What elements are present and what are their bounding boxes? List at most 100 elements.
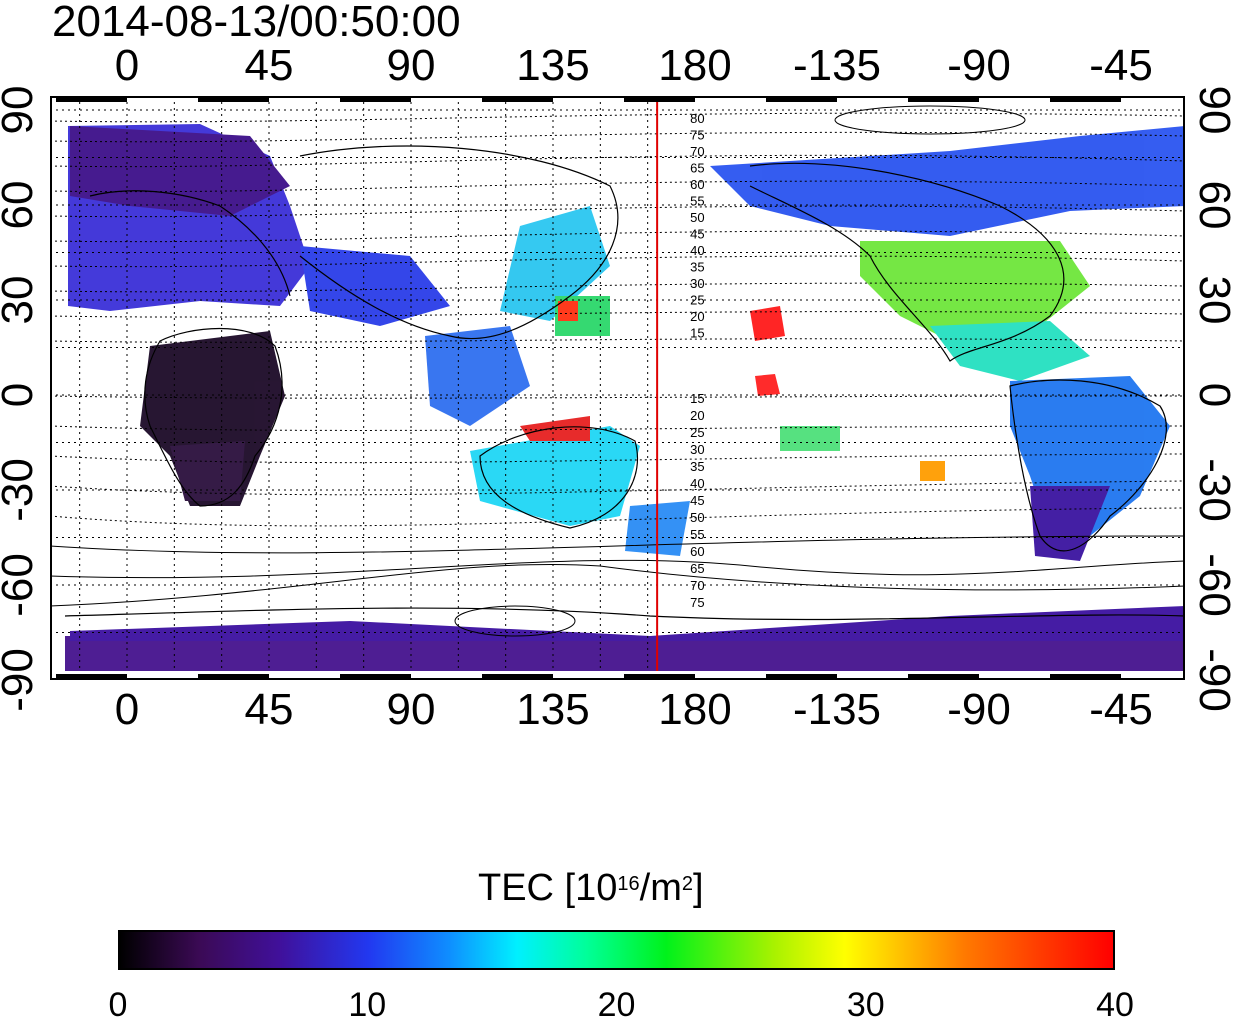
colorbar-title-main: TEC [10: [478, 867, 618, 909]
contour-south-pole-ellipse: [454, 605, 576, 637]
bottom-edge-band: [1050, 674, 1121, 680]
contour-label-north: 20: [690, 309, 704, 324]
right-lat-tick-label: 60: [1190, 180, 1235, 230]
contour-label-group: 8075706560555045403530252015152025303540…: [690, 111, 704, 610]
left-lat-tick-label: 30: [0, 275, 42, 325]
contour-label-north: 40: [690, 243, 704, 258]
bottom-edge-band: [482, 674, 553, 680]
colorbar-tick-label: 0: [108, 986, 128, 1024]
left-lat-tick-label: -90: [0, 648, 42, 712]
tec-region-south-america-south: [1030, 486, 1110, 561]
bottom-edge-band: [908, 674, 979, 680]
tec-spot-east-pacific: [920, 461, 945, 481]
top-lon-tick-label: -45: [1089, 41, 1153, 90]
tec-region-africa-south: [170, 441, 245, 501]
map-canvas: 8075706560555045403530252015152025303540…: [50, 96, 1185, 680]
tec-region-central-asia: [300, 246, 450, 326]
contour-label-north: 70: [690, 144, 704, 159]
tec-world-map: 80 75 70 65 60 55 50 45 40 35 30 25 20 15 15 20 25 30 35 40…: [50, 96, 1185, 680]
tec-region-se-asia: [425, 326, 530, 426]
contour-label-south: 35: [690, 459, 704, 474]
top-edge-band: [482, 96, 553, 102]
contour-label-north: 35: [690, 260, 704, 275]
colorbar-tick-label: 40: [1096, 986, 1134, 1024]
colorbar-title-close: ]: [692, 867, 704, 909]
bottom-lon-tick-label: 45: [244, 685, 294, 734]
colorbar-tick-label: 20: [597, 986, 636, 1024]
top-lon-tick-label: 0: [114, 41, 140, 90]
coastlines: [64, 145, 1185, 621]
top-edge-band: [340, 96, 411, 102]
contour-label-north: 75: [690, 128, 704, 143]
contour-label-south: 30: [690, 442, 704, 457]
top-edge-band: [1050, 96, 1121, 102]
contour-label-south: 65: [690, 561, 704, 576]
bottom-lon-tick-label: -90: [947, 685, 1011, 734]
coast-australia: [479, 426, 639, 529]
tec-region-australia: [470, 426, 640, 526]
coast-europe: [89, 190, 291, 297]
colorbar-title-unit-exponent: 2: [681, 873, 693, 895]
contour-label-south: 20: [690, 408, 704, 423]
contour-south-8: [50, 563, 1185, 607]
colorbar-title-exponent: 16: [617, 873, 640, 895]
tec-spot-pacific-south: [780, 426, 840, 451]
contour-label-north: 60: [690, 177, 704, 192]
coast-north-america: [749, 162, 1065, 362]
top-edge-band: [198, 96, 269, 102]
tec-colorbar: [118, 930, 1115, 970]
bottom-lon-tick-label: 90: [386, 685, 436, 734]
contour-label-south: 70: [690, 578, 704, 593]
tec-region-antarctica: [65, 636, 1185, 671]
top-lon-tick-label: -90: [947, 41, 1011, 90]
tec-region-antarctic-coast: [70, 606, 1185, 641]
bottom-lon-tick-label: 0: [114, 685, 140, 734]
contour-label-north: 45: [690, 227, 704, 242]
right-lat-tick-label: 90: [1190, 85, 1235, 135]
coast-south-america: [1009, 379, 1167, 552]
top-edge-band: [56, 96, 127, 102]
top-edge-band: [624, 96, 695, 102]
bottom-edge-band: [340, 674, 411, 680]
contour-south-6: [50, 535, 1185, 554]
contour-label-north: 65: [690, 161, 704, 176]
contour-label-south: 55: [690, 527, 704, 542]
contour-label-north: 25: [690, 293, 704, 308]
contour-label-north: 15: [690, 326, 704, 341]
colorbar-tick-label: 10: [348, 986, 387, 1024]
top-lon-tick-label: 135: [516, 41, 590, 90]
coast-antarctica: [64, 607, 1185, 621]
contour-label-south: 50: [690, 510, 704, 525]
top-edge-band: [908, 96, 979, 102]
bottom-lon-tick-label: 135: [516, 685, 590, 734]
geomagnetic-contours: [50, 105, 1185, 637]
tec-spot-pacific-equator: [755, 374, 780, 396]
contour-label-south: 25: [690, 425, 704, 440]
contour-label-north: 30: [690, 276, 704, 291]
contour-label-south: 15: [690, 391, 704, 406]
coast-asia: [299, 145, 619, 340]
contour-label-north: 50: [690, 210, 704, 225]
right-lat-tick-label: 0: [1190, 382, 1235, 408]
map-border: [50, 96, 1185, 680]
tec-region-central-america: [930, 321, 1090, 381]
left-lat-tick-label: 60: [0, 180, 42, 230]
tec-spot-west-pacific-red: [558, 301, 578, 321]
top-lon-tick-label: 45: [244, 41, 294, 90]
contour-label-south: 40: [690, 476, 704, 491]
bottom-lon-tick-label: 180: [658, 685, 732, 734]
map-timestamp-title: 2014-08-13/00:50:00: [52, 0, 461, 46]
coast-africa: [144, 327, 283, 507]
bottom-lon-tick-label: -135: [792, 685, 882, 734]
right-lat-tick-label: -30: [1190, 458, 1235, 522]
left-lat-tick-label: 90: [0, 85, 42, 135]
top-lon-tick-label: 90: [386, 41, 436, 90]
top-lon-tick-label: -135: [792, 41, 882, 90]
tec-region-usa: [860, 241, 1090, 341]
tec-region-arctic-europe: [70, 126, 290, 216]
bottom-edge-band: [766, 674, 837, 680]
bottom-edge-band: [198, 674, 269, 680]
left-lat-tick-label: -60: [0, 553, 42, 617]
lat-lon-grid: [50, 102, 1185, 680]
map-edge-bands: [56, 96, 1121, 680]
